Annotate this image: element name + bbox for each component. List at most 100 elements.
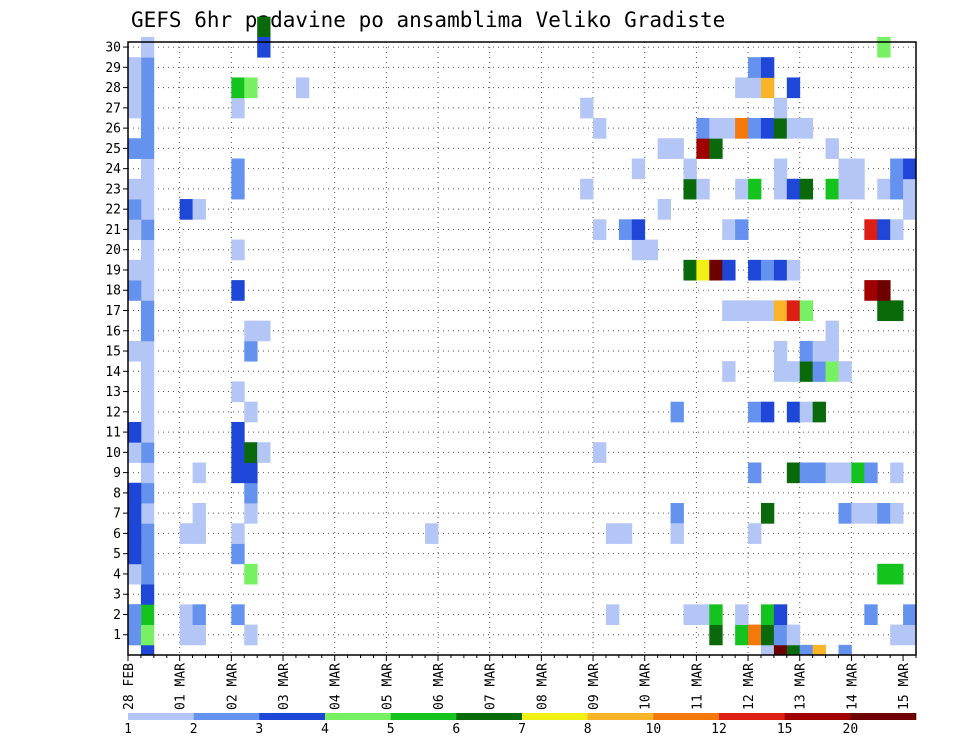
- data-cell: [696, 178, 710, 200]
- x-tick-label: 03 MAR: [277, 663, 292, 710]
- data-cell: [140, 199, 155, 220]
- data-cell: [851, 503, 865, 524]
- data-cell: [140, 644, 155, 656]
- y-tick-label: 17: [105, 304, 121, 319]
- y-tick-label: 15: [105, 345, 121, 360]
- data-cell: [257, 442, 271, 463]
- legend-swatch: [259, 713, 326, 720]
- y-tick-label: 30: [105, 41, 121, 56]
- data-cell: [799, 300, 814, 322]
- data-cell: [192, 503, 206, 524]
- data-cell: [760, 624, 775, 646]
- data-cell: [812, 340, 826, 362]
- data-cell: [825, 340, 839, 362]
- data-cells: [128, 16, 917, 656]
- y-tick-label: 28: [105, 81, 121, 96]
- legend-swatch: [128, 713, 194, 720]
- data-cell: [140, 77, 155, 99]
- data-cell: [670, 401, 684, 423]
- x-tick-label: 14 MAR: [845, 663, 860, 710]
- data-cell: [231, 442, 245, 463]
- data-cell: [890, 563, 904, 585]
- data-cell: [773, 624, 788, 646]
- data-cell: [760, 604, 775, 626]
- data-cell: [786, 624, 801, 646]
- data-cell: [140, 442, 155, 463]
- data-cell: [735, 117, 749, 139]
- y-tick-label: 29: [105, 61, 121, 76]
- data-cell: [128, 57, 142, 78]
- data-cell: [773, 97, 788, 119]
- data-cell: [890, 158, 904, 180]
- data-cell: [244, 340, 258, 362]
- legend-swatch: [653, 713, 720, 720]
- data-cell: [244, 503, 258, 524]
- data-cell: [696, 604, 710, 626]
- data-cell: [735, 219, 749, 240]
- data-cell: [722, 219, 736, 240]
- data-cell: [825, 361, 839, 382]
- plot-frame: [127, 41, 917, 656]
- data-cell: [670, 138, 684, 159]
- data-cell: [580, 97, 594, 119]
- data-cell: [877, 36, 891, 58]
- data-cell: [244, 462, 258, 484]
- y-tick-label: 8: [113, 486, 121, 501]
- legend-label: 2: [190, 722, 198, 737]
- data-cell: [593, 442, 607, 463]
- x-tick-label: 07 MAR: [484, 663, 499, 710]
- y-tick-label: 27: [105, 101, 121, 116]
- data-cell: [140, 340, 155, 362]
- y-tick-label: 26: [105, 122, 121, 137]
- data-cell: [799, 361, 814, 382]
- data-cell: [192, 604, 206, 626]
- x-tick-label: 02 MAR: [225, 663, 240, 710]
- y-tick-label: 3: [113, 588, 121, 603]
- data-cell: [735, 178, 749, 200]
- data-cell: [257, 36, 271, 58]
- data-cell: [128, 523, 142, 544]
- data-cell: [799, 117, 814, 139]
- data-cell: [722, 300, 736, 322]
- data-cell: [128, 340, 142, 362]
- data-cell: [128, 604, 142, 626]
- data-cell: [799, 644, 814, 656]
- data-cell: [244, 563, 258, 585]
- data-cell: [890, 219, 904, 240]
- data-cell: [231, 280, 245, 301]
- data-cell: [773, 604, 788, 626]
- y-tick-label: 19: [105, 263, 121, 278]
- data-cell: [179, 523, 193, 544]
- data-cell: [890, 624, 904, 646]
- y-tick-label: 4: [113, 567, 121, 582]
- data-cell: [812, 401, 826, 423]
- data-cell: [231, 97, 245, 119]
- legend-swatch: [587, 713, 654, 720]
- data-cell: [670, 523, 684, 544]
- y-tick-label: 10: [105, 446, 121, 461]
- data-cell: [748, 523, 762, 544]
- data-cell: [812, 361, 826, 382]
- data-cell: [864, 462, 878, 484]
- legend-swatch: [193, 713, 260, 720]
- data-cell: [786, 361, 801, 382]
- data-cell: [877, 178, 891, 200]
- data-cell: [877, 280, 891, 301]
- data-cell: [786, 77, 801, 99]
- data-cell: [140, 97, 155, 119]
- data-cell: [140, 421, 155, 443]
- data-cell: [257, 320, 271, 342]
- data-cell: [722, 259, 736, 281]
- x-tick-label: 08 MAR: [535, 663, 550, 710]
- data-cell: [838, 503, 852, 524]
- data-cell: [128, 503, 142, 524]
- data-cell: [128, 219, 142, 240]
- data-cell: [748, 259, 762, 281]
- data-cell: [773, 300, 788, 322]
- data-cell: [618, 523, 633, 544]
- x-tick-label: 05 MAR: [380, 663, 395, 710]
- data-cell: [128, 259, 142, 281]
- data-cell: [851, 462, 865, 484]
- data-cell: [179, 604, 193, 626]
- legend-swatch: [325, 713, 391, 720]
